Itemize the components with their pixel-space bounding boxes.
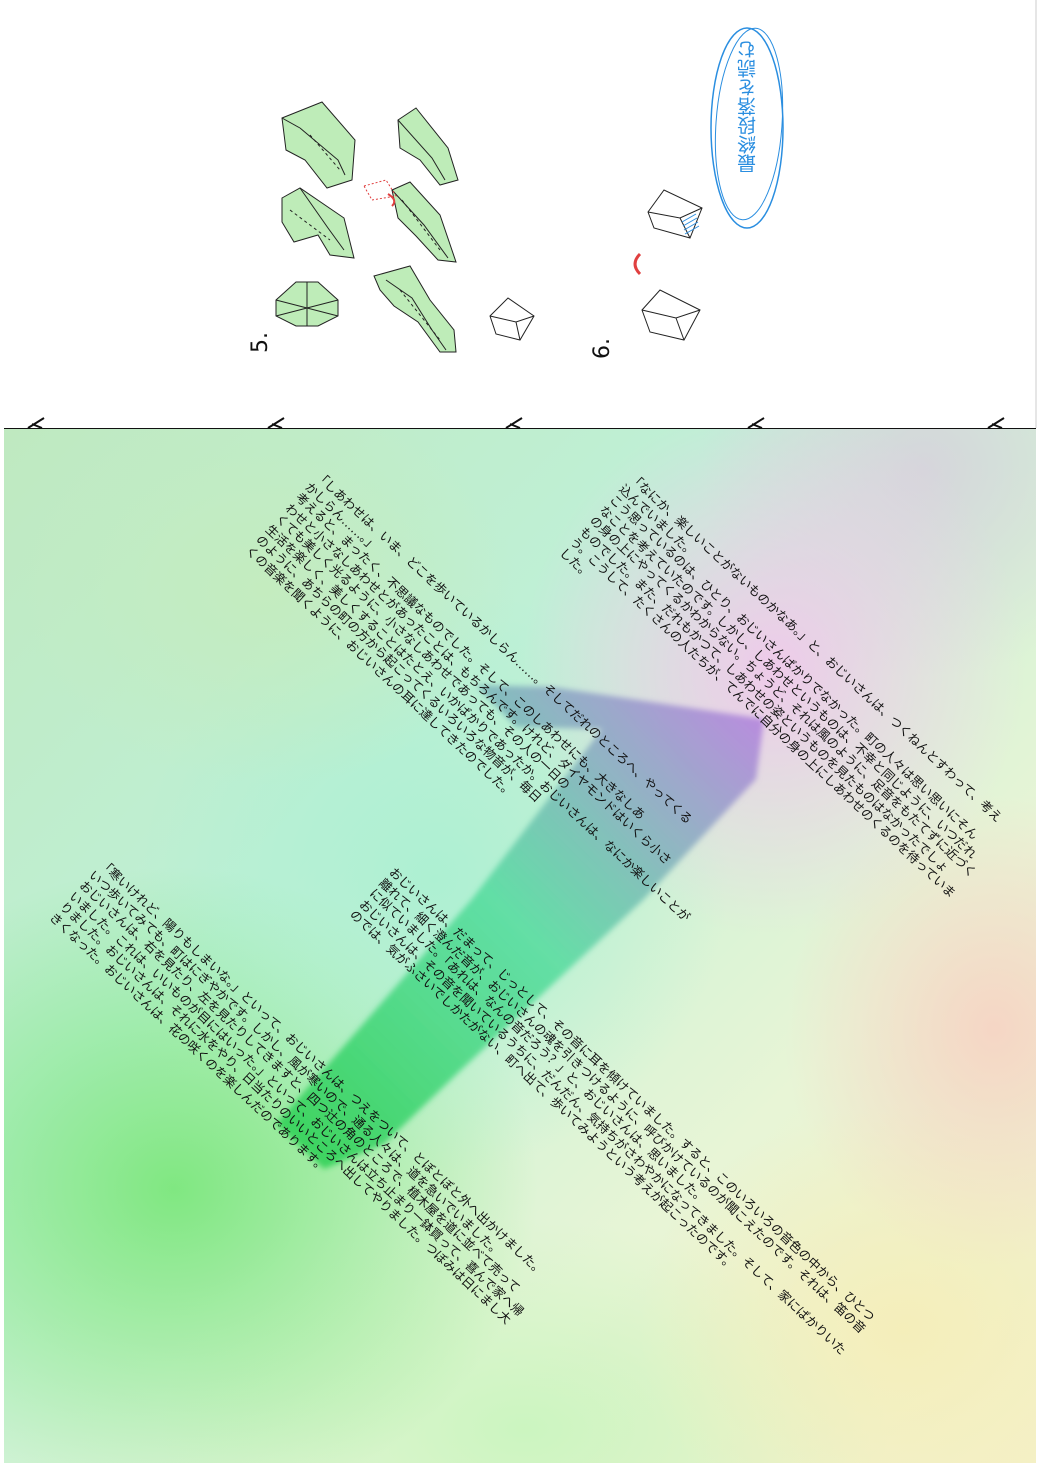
rotate-arrow	[633, 252, 642, 276]
fold-piece-c	[281, 187, 355, 259]
folding-diagram	[27, 0, 1037, 429]
fold-piece-a	[281, 101, 356, 189]
story-page: 「なにか、楽しいことがないものかなあ。」と、おじいさんは、つくねんとすわって、考…	[4, 429, 1036, 1463]
cube-step5	[489, 297, 535, 341]
cut-line	[4, 428, 1036, 429]
fold-piece-d	[391, 181, 457, 263]
cube-step6-b	[647, 189, 703, 239]
handwritten-note: 最終段落を読む	[737, 40, 759, 173]
folding-instructions: 5. 6. 最終段落を読む	[0, 0, 1041, 429]
fold-piece-f	[373, 265, 457, 353]
scissors-marks	[27, 417, 1005, 429]
step-5-label: 5.	[248, 332, 273, 353]
note-circle	[710, 27, 784, 229]
step-6-label: 6.	[590, 338, 615, 359]
fold-arrow	[363, 179, 397, 207]
brush-stroke	[276, 685, 764, 1169]
fold-piece-b	[397, 107, 459, 186]
cube-step6-a	[641, 289, 701, 341]
fold-piece-e	[275, 281, 339, 327]
